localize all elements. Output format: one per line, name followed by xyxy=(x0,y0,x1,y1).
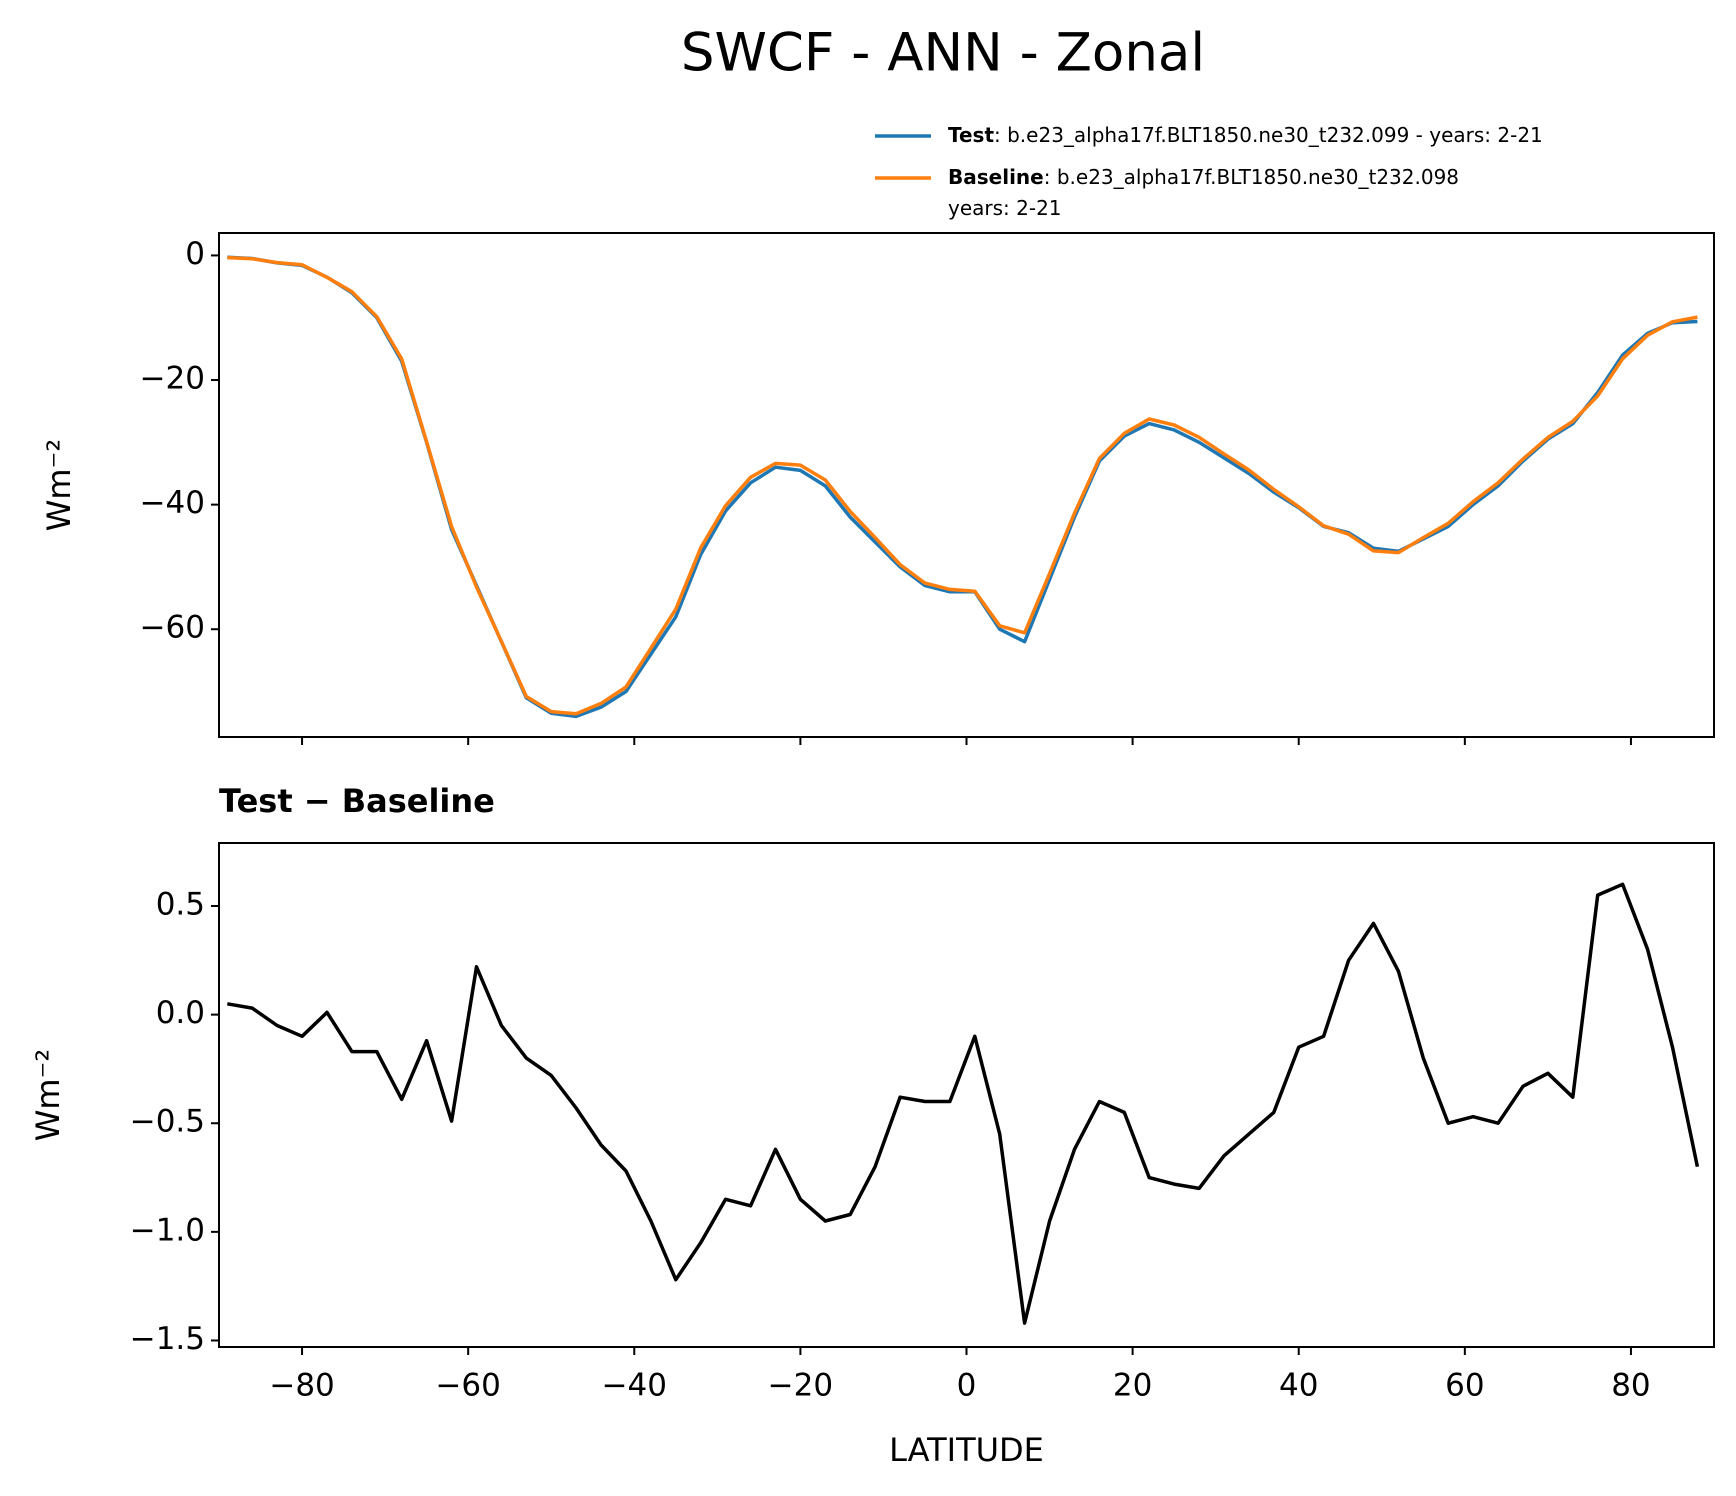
chart-title: SWCF - ANN - Zonal xyxy=(681,23,1205,84)
axes-frame xyxy=(218,232,1715,738)
x-tick-label: 60 xyxy=(1445,1368,1484,1404)
x-tick-label: −40 xyxy=(602,1368,667,1404)
x-tick-label: 80 xyxy=(1611,1368,1650,1404)
y-tick-label: 0.5 xyxy=(156,887,205,923)
axes-frame xyxy=(218,842,1715,1348)
y-tick-label: −1.5 xyxy=(130,1321,205,1357)
legend-label: years: 2-21 xyxy=(948,196,1062,220)
x-tick-label: 40 xyxy=(1279,1368,1318,1404)
y-tick-label: −40 xyxy=(140,485,205,521)
subplot-title: Test − Baseline xyxy=(219,782,495,820)
y-tick-label: −1.0 xyxy=(130,1212,205,1248)
legend-label: : b.e23_alpha17f.BLT1850.ne30_t232.099 -… xyxy=(994,123,1543,147)
legend-name: Baseline xyxy=(948,165,1044,189)
y-tick-label: 0 xyxy=(185,236,205,272)
y-axis-label: Wm⁻² xyxy=(29,1049,67,1142)
y-tick-label: −60 xyxy=(140,610,205,646)
y-axis-label: Wm⁻² xyxy=(40,439,78,532)
data-line xyxy=(227,255,1698,719)
legend-entry: Test: b.e23_alpha17f.BLT1850.ne30_t232.0… xyxy=(948,123,1543,147)
x-tick-label: −20 xyxy=(768,1368,833,1404)
x-tick-label: −80 xyxy=(269,1368,334,1404)
legend-entry: years: 2-21 xyxy=(948,196,1062,220)
legend-entry: Baseline: b.e23_alpha17f.BLT1850.ne30_t2… xyxy=(948,165,1459,189)
x-tick-label: −60 xyxy=(435,1368,500,1404)
data-line xyxy=(227,882,1700,1325)
legend-label: : b.e23_alpha17f.BLT1850.ne30_t232.098 xyxy=(1044,165,1459,189)
x-axis-label: LATITUDE xyxy=(889,1431,1044,1469)
x-tick-label: 20 xyxy=(1113,1368,1152,1404)
y-tick-label: −20 xyxy=(140,361,205,397)
y-tick-label: 0.0 xyxy=(156,995,205,1031)
data-line xyxy=(227,255,1698,716)
y-tick-label: −0.5 xyxy=(130,1104,205,1140)
x-tick-label: 0 xyxy=(957,1368,977,1404)
legend-name: Test xyxy=(948,123,994,147)
